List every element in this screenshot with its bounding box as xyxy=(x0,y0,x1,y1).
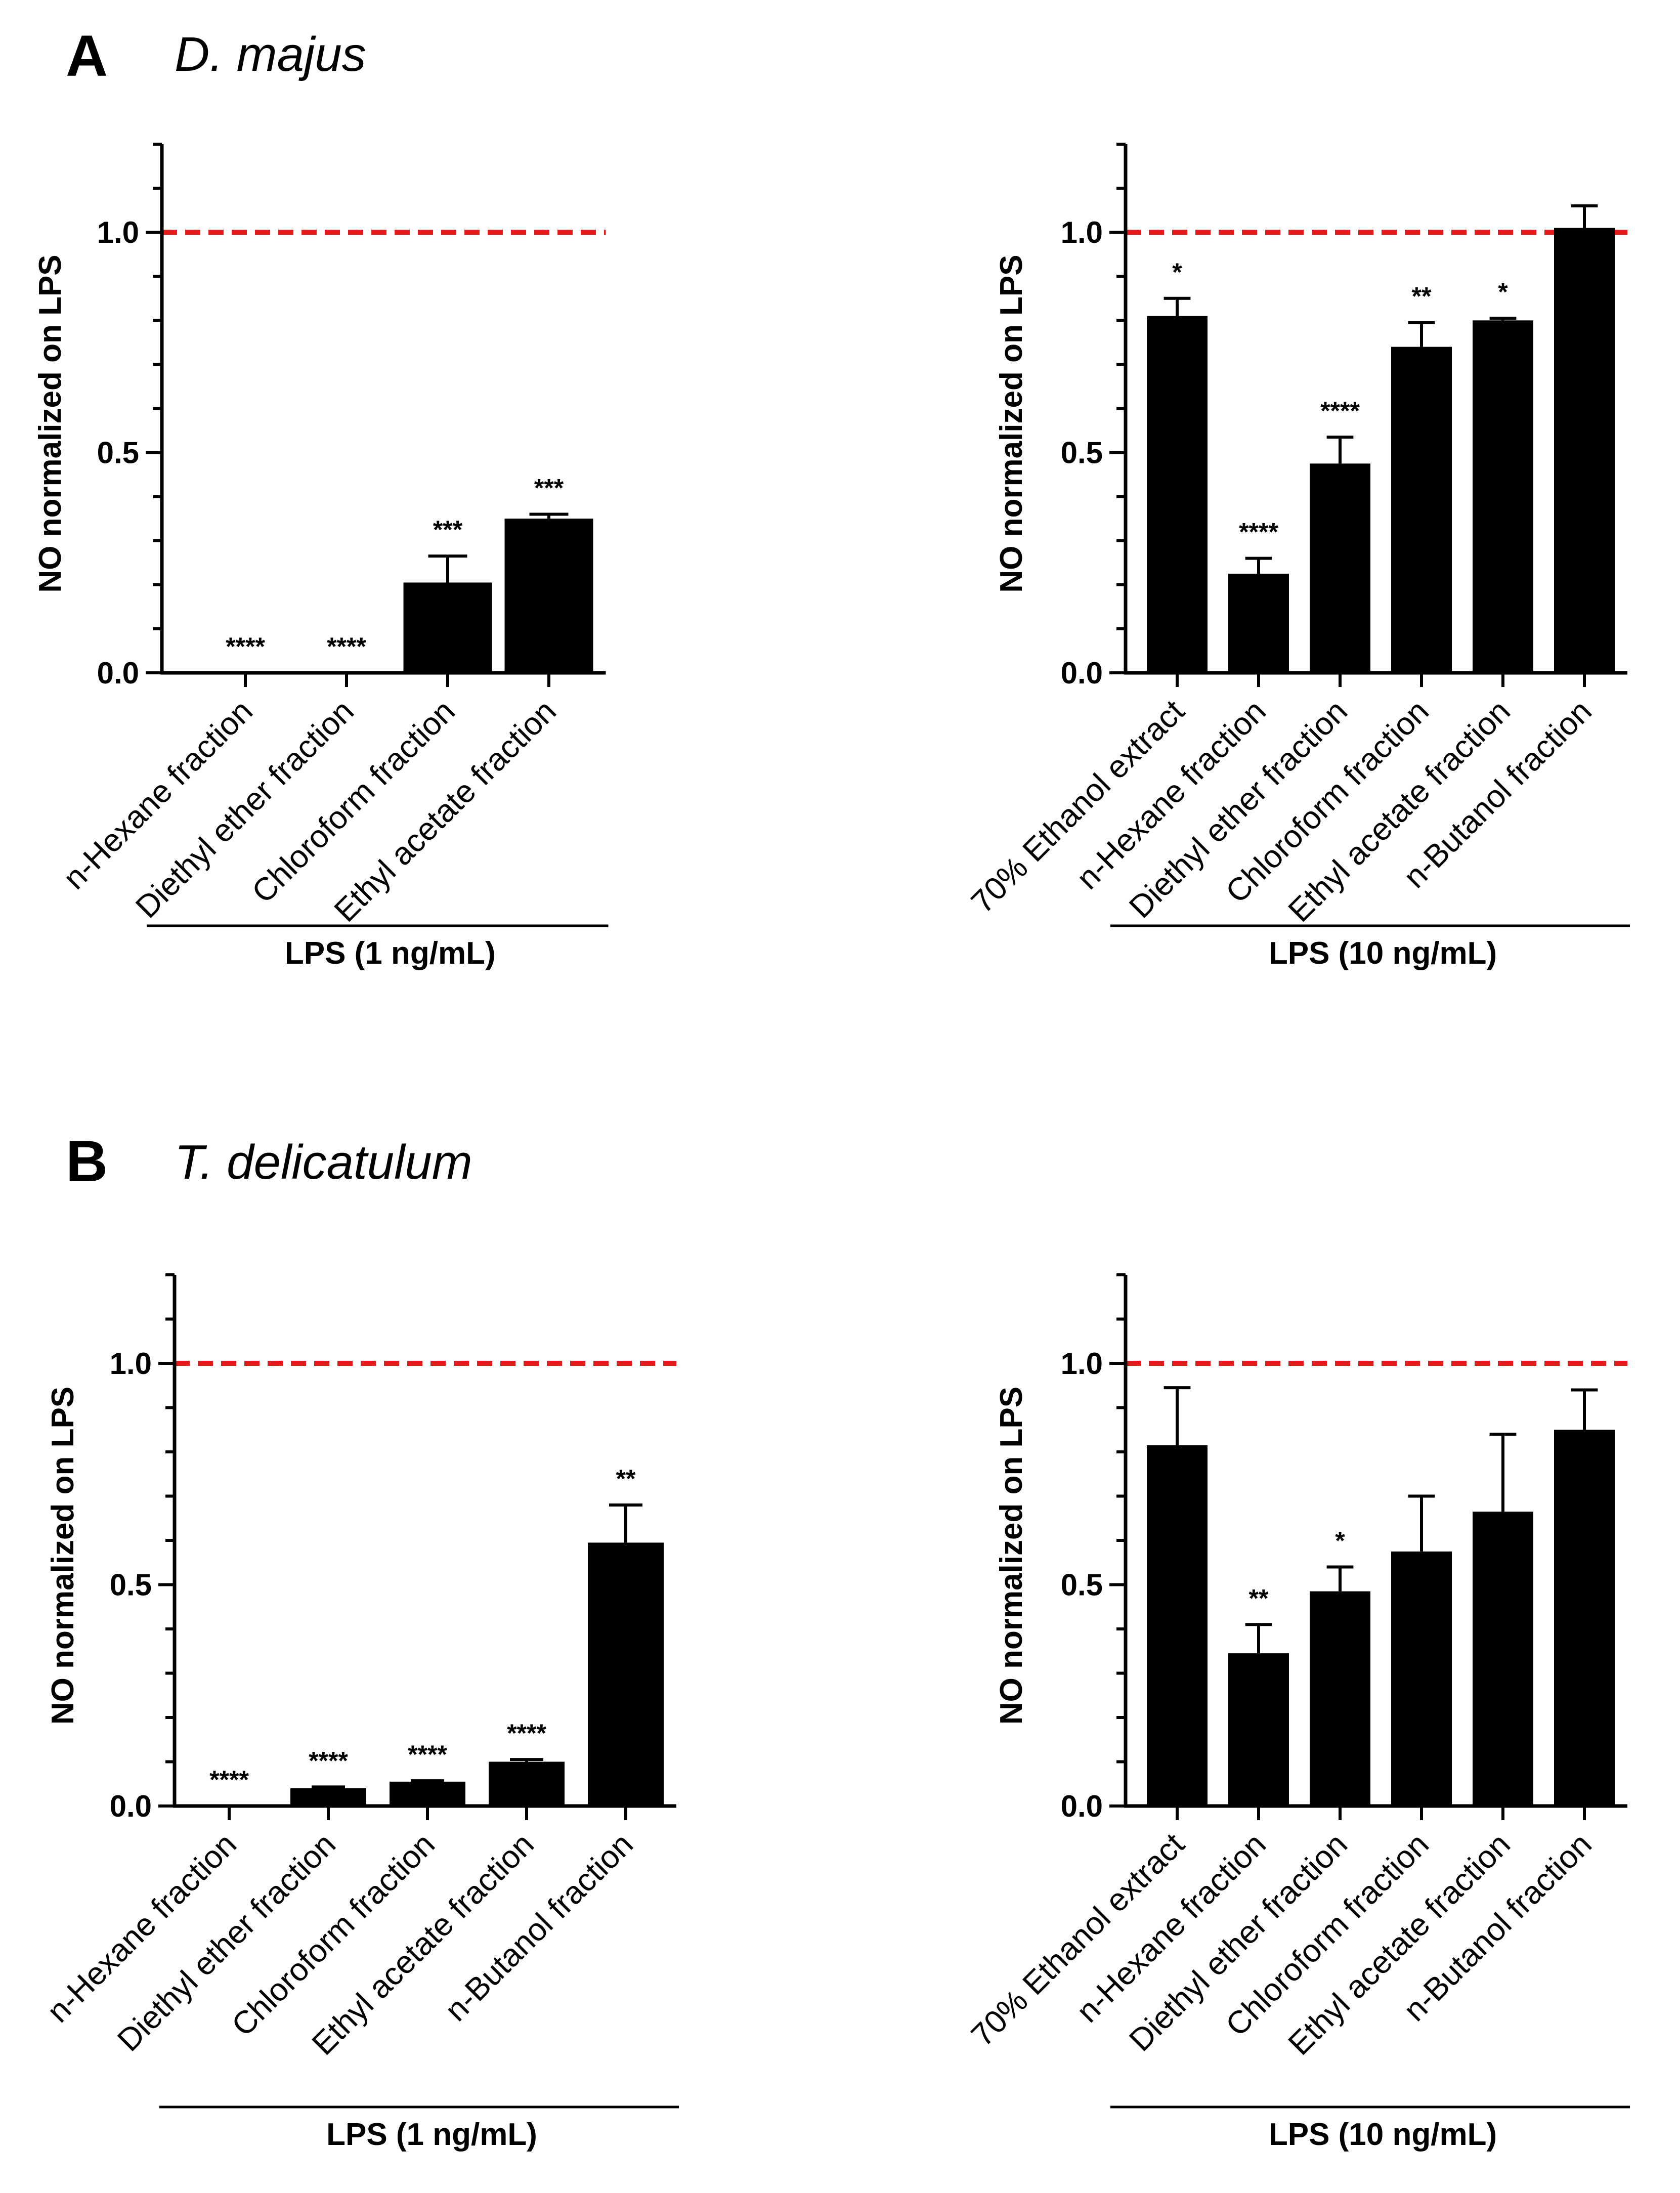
bar xyxy=(588,1542,664,1806)
category-label: n-Butanol fraction xyxy=(438,1826,640,2028)
significance-label: * xyxy=(1172,258,1182,286)
y-tick-label: 0.5 xyxy=(110,1568,152,1602)
bar xyxy=(1554,1430,1615,1806)
significance-label: **** xyxy=(226,632,265,661)
bar xyxy=(504,519,593,673)
panel-b-species: T. delicatulum xyxy=(175,1135,472,1189)
y-tick-label: 1.0 xyxy=(97,216,139,249)
bar xyxy=(390,1781,465,1806)
bar xyxy=(290,1788,366,1806)
group-label: LPS (10 ng/mL) xyxy=(1269,936,1497,971)
bar xyxy=(1473,1512,1533,1806)
category-label: n-Hexane fraction xyxy=(57,693,260,896)
significance-label: ** xyxy=(1412,282,1432,311)
significance-label: * xyxy=(1335,1527,1345,1555)
y-tick-label: 0.5 xyxy=(97,436,139,470)
significance-label: ** xyxy=(1249,1584,1269,1612)
chart-a-lps-1: ****n-Hexane fraction****Diethyl ether f… xyxy=(33,143,609,971)
chart-b-lps-10: 70% Ethanol extract**n-Hexane fraction*D… xyxy=(965,1273,1630,2152)
significance-label: **** xyxy=(1239,518,1278,546)
y-axis-label: NO normalized on LPS xyxy=(994,254,1029,592)
significance-label: **** xyxy=(309,1746,348,1775)
y-tick-label: 0.5 xyxy=(1061,436,1103,470)
significance-label: **** xyxy=(1320,397,1360,425)
bar xyxy=(403,582,492,673)
y-tick-label: 0.0 xyxy=(97,656,139,690)
bar xyxy=(1310,463,1370,673)
panel-b-letter: B xyxy=(66,1129,108,1194)
y-tick-label: 1.0 xyxy=(1061,216,1103,249)
bar xyxy=(1228,1653,1289,1806)
significance-label: *** xyxy=(433,515,463,544)
significance-label: ** xyxy=(616,1465,636,1493)
bar xyxy=(1147,1445,1208,1806)
chart-b-lps-1: ****n-Hexane fraction****Diethyl ether f… xyxy=(40,1273,679,2152)
panel-a-letter: A xyxy=(66,24,108,89)
group-label: LPS (1 ng/mL) xyxy=(326,2117,537,2152)
y-axis-label: NO normalized on LPS xyxy=(994,1387,1029,1725)
bar xyxy=(1473,320,1533,673)
category-label: n-Hexane fraction xyxy=(40,1826,243,2029)
bar xyxy=(1228,574,1289,673)
group-label: LPS (1 ng/mL) xyxy=(285,936,496,971)
y-tick-label: 0.0 xyxy=(1061,1789,1103,1823)
significance-label: *** xyxy=(534,474,564,502)
bar xyxy=(489,1761,565,1806)
y-tick-label: 0.5 xyxy=(1061,1568,1103,1602)
bar xyxy=(1554,228,1615,673)
bar xyxy=(1391,1551,1452,1806)
group-label: LPS (10 ng/mL) xyxy=(1269,2117,1497,2152)
significance-label: **** xyxy=(327,632,366,661)
significance-label: **** xyxy=(507,1719,546,1747)
y-tick-label: 1.0 xyxy=(1061,1347,1103,1381)
bar xyxy=(1391,347,1452,673)
significance-label: * xyxy=(1498,278,1508,306)
panel-a-species: D. majus xyxy=(175,27,366,81)
y-tick-label: 1.0 xyxy=(110,1347,152,1381)
significance-label: **** xyxy=(209,1766,249,1794)
bar xyxy=(1310,1591,1370,1806)
y-tick-label: 0.0 xyxy=(110,1789,152,1823)
significance-label: **** xyxy=(408,1740,447,1769)
y-axis-label: NO normalized on LPS xyxy=(46,1387,80,1725)
y-axis-label: NO normalized on LPS xyxy=(33,254,68,592)
y-tick-label: 0.0 xyxy=(1061,656,1103,690)
chart-a-lps-10: *70% Ethanol extract****n-Hexane fractio… xyxy=(965,143,1630,971)
bar xyxy=(1147,316,1208,673)
